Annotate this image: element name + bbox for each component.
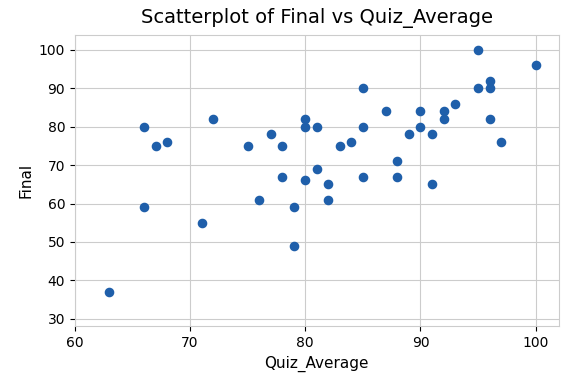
Point: [473, 47, 483, 53]
Point: [312, 166, 321, 172]
Point: [393, 158, 402, 164]
Point: [381, 108, 391, 114]
Point: [427, 181, 437, 187]
Point: [197, 220, 206, 226]
X-axis label: Quiz_Average: Quiz_Average: [264, 356, 369, 372]
Point: [416, 124, 425, 130]
Point: [393, 174, 402, 180]
Point: [289, 204, 298, 210]
Point: [439, 108, 448, 114]
Point: [404, 131, 414, 137]
Y-axis label: Final: Final: [18, 163, 33, 198]
Point: [301, 124, 310, 130]
Point: [301, 177, 310, 184]
Point: [139, 204, 149, 210]
Point: [139, 124, 149, 130]
Point: [105, 289, 114, 295]
Point: [473, 85, 483, 91]
Point: [209, 116, 218, 122]
Point: [151, 143, 160, 149]
Point: [531, 62, 540, 68]
Point: [427, 131, 437, 137]
Point: [289, 243, 298, 249]
Point: [358, 85, 367, 91]
Point: [301, 116, 310, 122]
Point: [485, 85, 494, 91]
Point: [439, 116, 448, 122]
Point: [255, 197, 264, 203]
Point: [266, 131, 275, 137]
Point: [485, 116, 494, 122]
Point: [324, 181, 333, 187]
Point: [243, 143, 252, 149]
Point: [335, 143, 344, 149]
Point: [324, 197, 333, 203]
Point: [358, 174, 367, 180]
Point: [485, 78, 494, 84]
Point: [278, 174, 287, 180]
Point: [450, 101, 460, 107]
Point: [358, 124, 367, 130]
Title: Scatterplot of Final vs Quiz_Average: Scatterplot of Final vs Quiz_Average: [141, 8, 493, 28]
Point: [162, 139, 172, 145]
Point: [312, 124, 321, 130]
Point: [347, 139, 356, 145]
Point: [497, 139, 506, 145]
Point: [416, 108, 425, 114]
Point: [278, 143, 287, 149]
